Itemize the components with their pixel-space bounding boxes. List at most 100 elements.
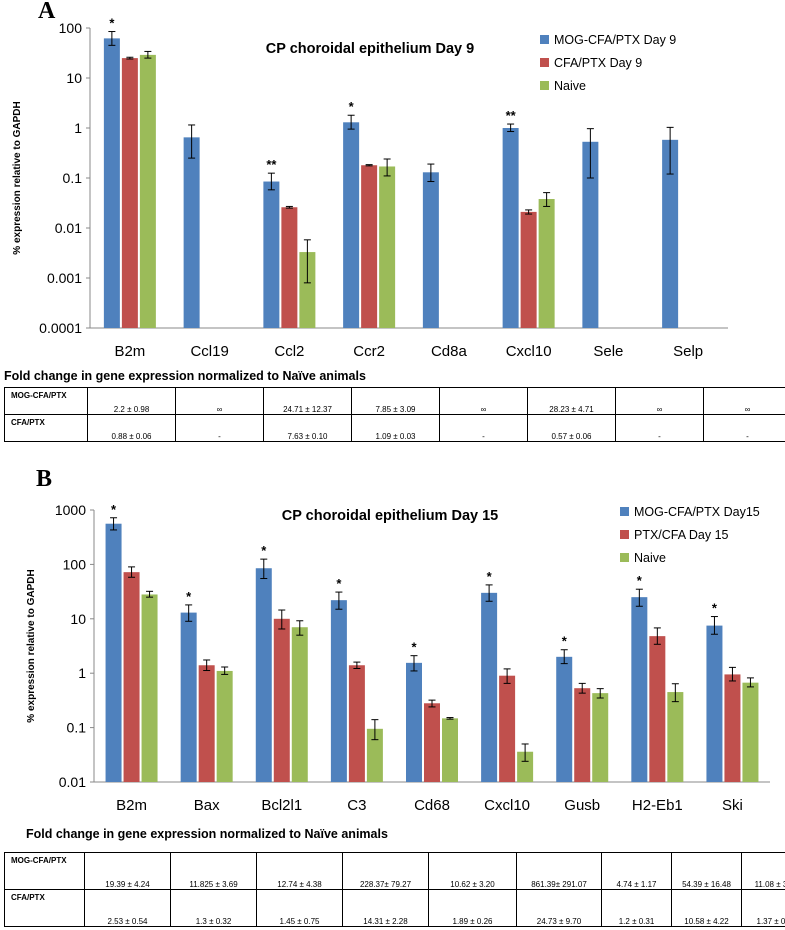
- fold-change-cell: 24.71 ± 12.37: [263, 387, 352, 415]
- bar-ccl2-series-2: [281, 207, 298, 328]
- significance-mark: *: [349, 99, 355, 114]
- fold-change-row: MOG-CFA/PTX 19.39 ± 4.24 11.825 ± 3.69 1…: [4, 852, 785, 890]
- bar-c3-series-2: [348, 665, 365, 782]
- bar-cxcl10-series-2: [499, 675, 516, 782]
- legend-entry: CFA/PTX Day 9: [554, 56, 642, 70]
- x-tick-label: B2m: [116, 797, 147, 814]
- fold-change-cell: 10.62 ± 3.20: [428, 852, 517, 890]
- x-tick-label: Ccl2: [274, 343, 304, 360]
- bar-c3-series-1: [330, 600, 347, 782]
- bar-ccl2-series-1: [263, 181, 280, 328]
- bar-b2m-series-2: [123, 572, 140, 782]
- bar-bcl2l1-series-1: [255, 568, 272, 782]
- x-tick-label: Cxcl10: [484, 797, 530, 814]
- bar-b2m-series-1: [103, 38, 120, 328]
- fold-change-cell: 28.23 ± 4.71: [527, 387, 616, 415]
- fold-change-cell: 1.2 ± 0.31: [601, 889, 672, 927]
- fold-change-cell: ∞: [175, 387, 264, 415]
- significance-mark: *: [336, 576, 342, 591]
- x-tick-label: Ccl19: [190, 343, 228, 360]
- legend-entry: MOG-CFA/PTX Day 9: [554, 33, 676, 47]
- bar-cd68-series-2: [424, 703, 440, 782]
- y-axis-label: % expression relative to GAPDH: [26, 569, 37, 722]
- bar-ccl19-series-1: [183, 137, 200, 328]
- legend-swatch: [540, 81, 549, 90]
- fold-change-table-a: MOG-CFA/PTX 2.2 ± 0.98 ∞ 24.71 ± 12.37 7…: [4, 387, 785, 442]
- fold-change-cell: 1.45 ± 0.75: [256, 889, 343, 927]
- chart-title: CP choroidal epithelium Day 9: [266, 41, 474, 57]
- fold-change-row: CFA/PTX 0.88 ± 0.06 - 7.63 ± 0.10 1.09 ±…: [4, 414, 785, 442]
- fold-change-cell: 24.73 ± 9.70: [516, 889, 602, 927]
- y-tick-label: 0.1: [67, 720, 87, 736]
- bar-ccl2-series-3: [299, 252, 316, 328]
- fold-change-cell: 0.88 ± 0.06: [87, 414, 176, 442]
- bar-cxcl10-series-3: [517, 751, 534, 782]
- fold-change-cell: ∞: [615, 387, 704, 415]
- x-tick-label: C3: [347, 797, 366, 814]
- x-tick-label: Selp: [673, 343, 703, 360]
- bar-cxcl10-series-3: [538, 199, 555, 328]
- fold-change-cell: -: [703, 414, 785, 442]
- x-tick-label: Ccr2: [353, 343, 385, 360]
- x-tick-label: H2-Eb1: [632, 797, 683, 814]
- fold-change-cell: 12.74 ± 4.38: [256, 852, 343, 890]
- bar-cd68-series-1: [406, 662, 422, 782]
- x-tick-label: Sele: [593, 343, 623, 360]
- bar-h2-eb1-series-3: [667, 692, 684, 782]
- y-tick-label: 10: [70, 611, 86, 627]
- fold-change-cell: ∞: [439, 387, 528, 415]
- bar-cxcl10-series-2: [520, 211, 537, 328]
- significance-mark: *: [109, 16, 115, 31]
- row-label: CFA/PTX: [4, 414, 88, 442]
- x-tick-label: Ski: [722, 797, 743, 814]
- significance-mark: **: [266, 157, 277, 172]
- significance-mark: *: [487, 569, 493, 584]
- bar-h2-eb1-series-2: [649, 636, 666, 782]
- bar-cxcl10-series-1: [502, 128, 519, 328]
- bar-ski-series-3: [742, 682, 759, 782]
- chart-b: 0.01 0.1 1 10 100 1000 % expression relative t…: [26, 502, 770, 814]
- significance-mark: *: [186, 589, 192, 604]
- y-tick-label: 100: [59, 20, 83, 36]
- legend-swatch: [620, 553, 629, 562]
- x-tick-label: Bax: [194, 797, 220, 814]
- bar-bcl2l1-series-2: [273, 618, 290, 782]
- bar-ccr2-series-3: [379, 166, 396, 328]
- fold-change-cell: -: [439, 414, 528, 442]
- x-tick-label: Bcl2l1: [261, 797, 302, 814]
- bar-selp-series-1: [662, 139, 679, 328]
- fold-change-cell: 7.85 ± 3.09: [351, 387, 440, 415]
- fold-change-cell: 2.2 ± 0.98: [87, 387, 176, 415]
- bar-bax-series-1: [180, 612, 197, 782]
- bar-b2m-series-2: [121, 58, 138, 329]
- fold-change-title-b: Fold change in gene expression normalize…: [26, 827, 388, 841]
- fold-change-cell: 0.57 ± 0.06: [527, 414, 616, 442]
- y-tick-label: 1: [78, 665, 86, 681]
- fold-change-cell: 54.39 ± 16.48: [671, 852, 742, 890]
- bar-ski-series-1: [706, 625, 723, 782]
- bar-bcl2l1-series-3: [291, 627, 308, 782]
- bar-cd68-series-3: [442, 718, 458, 782]
- legend-swatch: [620, 530, 629, 539]
- bar-gusb-series-2: [574, 688, 591, 782]
- significance-mark: **: [506, 108, 517, 123]
- significance-mark: *: [111, 502, 117, 517]
- panel-a-letter: A: [38, 0, 56, 24]
- bar-b2m-series-3: [141, 594, 158, 782]
- significance-mark: *: [411, 640, 417, 655]
- bar-b2m-series-3: [139, 54, 156, 329]
- fold-change-cell: -: [615, 414, 704, 442]
- bar-c3-series-3: [366, 728, 383, 782]
- x-tick-label: B2m: [114, 343, 145, 360]
- fold-change-cell: 1.37 ± 0.46: [741, 889, 785, 927]
- fold-change-cell: 7.63 ± 0.10: [263, 414, 352, 442]
- bar-bax-series-2: [198, 665, 215, 782]
- fold-change-table-b: MOG-CFA/PTX 19.39 ± 4.24 11.825 ± 3.69 1…: [4, 852, 785, 927]
- y-tick-label: 1: [74, 120, 82, 136]
- significance-mark: *: [637, 573, 643, 588]
- row-label: MOG-CFA/PTX: [4, 387, 88, 415]
- y-tick-label: 0.01: [55, 220, 82, 236]
- fold-change-cell: 11.825 ± 3.69: [170, 852, 257, 890]
- bar-gusb-series-1: [556, 656, 573, 782]
- fold-change-cell: 1.09 ± 0.03: [351, 414, 440, 442]
